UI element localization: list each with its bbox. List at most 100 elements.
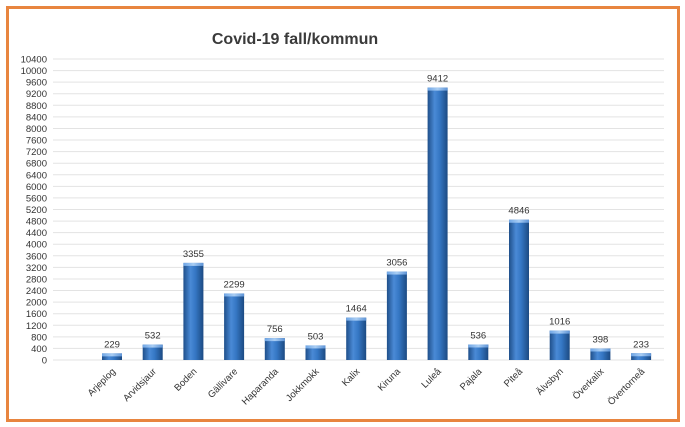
bar xyxy=(631,353,652,360)
x-tick-label: Kalix xyxy=(340,366,363,389)
bar xyxy=(427,87,448,360)
data-label: 532 xyxy=(145,331,161,342)
bar-body xyxy=(509,219,529,360)
bar-body xyxy=(346,317,367,360)
x-tick-label: Piteå xyxy=(502,366,526,390)
y-tick-label: 4800 xyxy=(26,217,47,228)
x-tick-label: Gällivare xyxy=(206,366,240,400)
y-tick-label: 400 xyxy=(31,344,47,355)
y-tick-label: 1600 xyxy=(26,309,47,320)
x-tick-label: Boden xyxy=(172,366,199,393)
bar-top xyxy=(346,317,367,321)
bar-top xyxy=(264,338,285,342)
bar-body xyxy=(590,348,611,360)
data-label: 503 xyxy=(308,331,324,342)
y-axis-ticks: 0400800120016002000240028003200360040004… xyxy=(21,55,47,367)
chart-title: Covid-19 fall/kommun xyxy=(212,31,378,48)
data-label: 1016 xyxy=(549,317,570,328)
data-label: 2299 xyxy=(224,279,245,290)
y-tick-label: 5200 xyxy=(26,205,47,216)
bar-top xyxy=(386,271,407,275)
x-tick-label: Luleå xyxy=(420,366,445,391)
y-tick-label: 2000 xyxy=(26,298,47,309)
bar xyxy=(102,353,122,360)
data-label: 398 xyxy=(592,334,608,345)
x-tick-label: Arjeplog xyxy=(86,366,118,398)
data-label: 536 xyxy=(470,330,486,341)
bars xyxy=(102,87,652,360)
bar-body xyxy=(305,345,326,360)
y-tick-label: 8800 xyxy=(26,101,47,112)
x-tick-label: Överkalix xyxy=(571,366,607,402)
x-axis-ticks: Arjeplog Arvidsjaur Boden Gällivare Haparand… xyxy=(86,366,648,408)
data-label: 3355 xyxy=(183,249,204,260)
x-tick-label: Älvsbyn xyxy=(535,366,566,397)
y-tick-label: 8400 xyxy=(26,112,47,123)
bar-top xyxy=(224,293,245,297)
y-tick-label: 1200 xyxy=(26,321,47,332)
y-tick-label: 2800 xyxy=(26,274,47,285)
bar-top xyxy=(305,345,326,349)
bar-body xyxy=(183,262,204,360)
x-tick-label: Haparanda xyxy=(240,366,282,408)
bar xyxy=(305,345,326,360)
bar-body xyxy=(224,293,245,360)
x-tick-label: Kiruna xyxy=(376,366,404,394)
bar-chart: Covid-19 fall/kommun 0400800120016002000… xyxy=(21,31,664,408)
y-tick-label: 5600 xyxy=(26,193,47,204)
bar xyxy=(549,330,570,360)
bar-body xyxy=(468,344,489,360)
y-tick-label: 7200 xyxy=(26,147,47,158)
y-tick-label: 9600 xyxy=(26,78,47,89)
y-tick-label: 8000 xyxy=(26,124,47,135)
gridlines xyxy=(53,58,664,361)
bar-body xyxy=(142,344,163,360)
bar-body xyxy=(427,87,448,360)
x-tick-label: Arvidsjaur xyxy=(121,366,159,404)
bar-top xyxy=(183,262,204,266)
bar xyxy=(142,344,163,360)
bar-top xyxy=(631,353,652,357)
y-tick-label: 6000 xyxy=(26,182,47,193)
data-label: 4846 xyxy=(508,206,529,217)
x-tick-label: Övertorneå xyxy=(606,366,648,408)
bar xyxy=(468,344,489,360)
bar xyxy=(509,219,529,360)
y-tick-label: 3200 xyxy=(26,263,47,274)
bar-body xyxy=(631,353,652,360)
bar xyxy=(224,293,245,360)
x-tick-label: Pajala xyxy=(458,366,485,393)
chart-frame: Covid-19 fall/kommun 0 400 800 1200 1600 2000… xyxy=(6,6,680,422)
bar-top xyxy=(509,219,529,223)
bar xyxy=(386,271,407,360)
data-label: 9412 xyxy=(427,74,448,85)
y-tick-label: 10400 xyxy=(21,55,47,66)
data-label: 756 xyxy=(267,324,283,335)
bar xyxy=(183,262,204,360)
bar-body xyxy=(549,330,570,360)
data-label: 1464 xyxy=(346,304,367,315)
y-tick-label: 4400 xyxy=(26,228,47,239)
bar-body xyxy=(386,271,407,360)
data-labels: 229 532 3355 2299 756 503 1464 3056 9412 536 4846 1… xyxy=(104,74,649,351)
bar-top xyxy=(549,330,570,334)
y-tick-label: 0 xyxy=(42,356,47,367)
bar xyxy=(590,348,611,360)
bar-top xyxy=(590,348,611,352)
y-tick-label: 7600 xyxy=(26,136,47,147)
y-tick-label: 6800 xyxy=(26,159,47,170)
y-tick-label: 6400 xyxy=(26,170,47,181)
bar xyxy=(346,317,367,360)
x-tick-label: Jokkmokk xyxy=(284,366,322,404)
bar-top xyxy=(468,344,489,348)
y-tick-label: 2400 xyxy=(26,286,47,297)
data-label: 229 xyxy=(104,339,120,350)
bar-top xyxy=(102,353,122,357)
bar-top xyxy=(427,87,448,91)
y-tick-label: 9200 xyxy=(26,89,47,100)
bar-top xyxy=(142,344,163,348)
bar xyxy=(264,338,285,360)
data-label: 233 xyxy=(633,339,649,350)
y-tick-label: 4000 xyxy=(26,240,47,251)
data-label: 3056 xyxy=(386,258,407,269)
